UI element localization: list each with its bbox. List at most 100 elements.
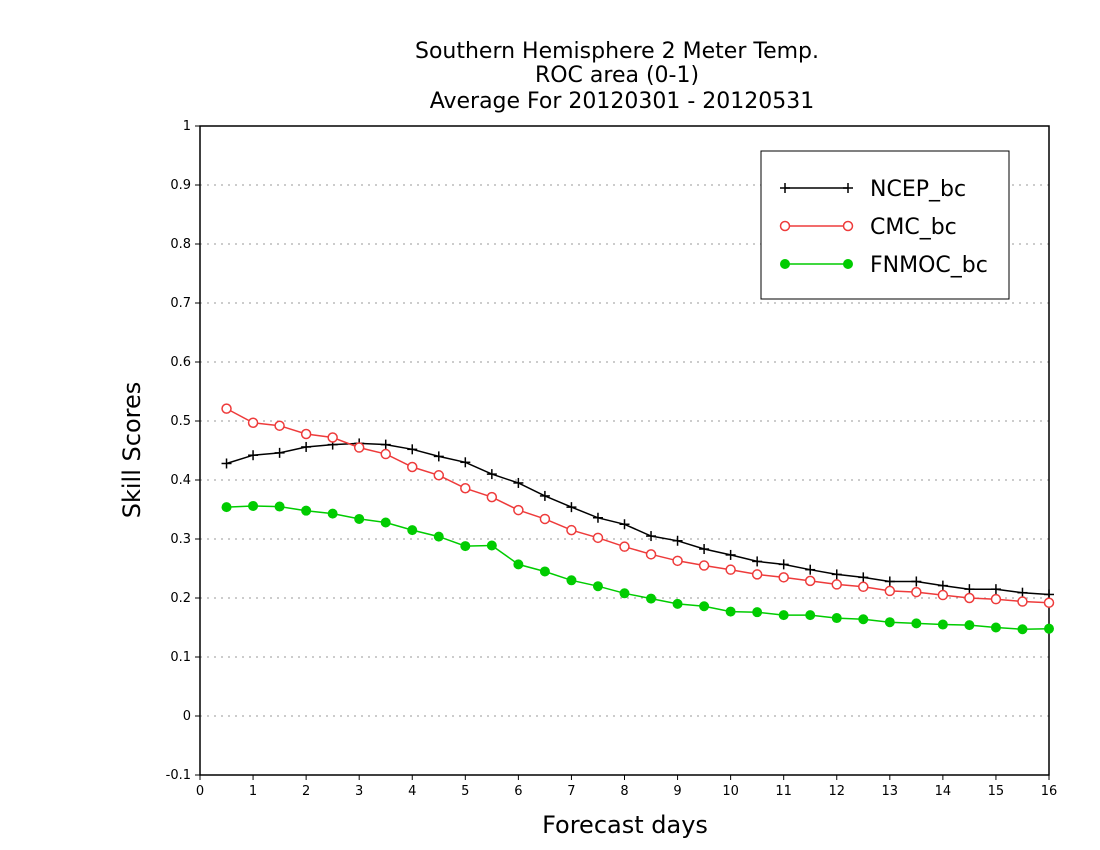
data-point-cmc-bc: [937, 589, 949, 601]
data-point-fnmoc-bc: [327, 508, 338, 519]
data-point-cmc-bc: [353, 442, 365, 453]
data-point-ncep-bc: [1017, 587, 1028, 598]
data-point-cmc-bc: [831, 579, 842, 590]
data-point-cmc-bc: [300, 428, 312, 440]
data-point-ncep-bc: [566, 502, 577, 513]
data-point-cmc-bc: [221, 403, 232, 414]
series-group: [221, 403, 1055, 635]
data-point-cmc-bc: [964, 592, 975, 604]
data-point-cmc-bc: [1043, 597, 1055, 608]
data-point-cmc-bc: [486, 491, 498, 503]
data-point-fnmoc-bc: [672, 598, 683, 609]
data-point-ncep-bc: [725, 549, 736, 560]
data-point-cmc-bc: [247, 417, 259, 429]
x-tick-label: 9: [673, 784, 681, 799]
data-point-ncep-bc: [858, 572, 869, 583]
data-point-cmc-bc: [274, 420, 285, 431]
legend-marker: [780, 183, 790, 193]
data-point-fnmoc-bc: [460, 541, 471, 552]
data-point-fnmoc-bc: [513, 559, 524, 570]
x-tick-label: 6: [514, 784, 522, 799]
data-point-ncep-bc: [752, 556, 763, 567]
data-point-fnmoc-bc: [911, 618, 922, 629]
data-point-fnmoc-bc: [884, 617, 895, 628]
y-tick-label: 0.9: [170, 178, 191, 193]
data-point-cmc-bc: [1017, 596, 1028, 607]
x-tick-label: 7: [567, 784, 575, 799]
title-line-3: Average For 20120301 - 20120531: [430, 89, 815, 114]
data-point-fnmoc-bc: [752, 607, 763, 618]
data-point-ncep-bc: [460, 457, 471, 468]
data-point-cmc-bc: [725, 564, 736, 575]
legend-label: NCEP_bc: [870, 177, 966, 202]
data-point-ncep-bc: [778, 559, 789, 570]
data-point-cmc-bc: [884, 585, 896, 597]
legend-marker: [842, 220, 854, 232]
data-point-ncep-bc: [221, 458, 232, 469]
data-point-ncep-bc: [937, 580, 948, 591]
data-point-cmc-bc: [990, 593, 1002, 605]
data-point-fnmoc-bc: [221, 502, 232, 513]
x-tick-label: 12: [828, 784, 845, 799]
y-tick-label: 1: [183, 119, 191, 134]
data-point-ncep-bc: [486, 469, 497, 480]
x-tick-label: 14: [935, 784, 952, 799]
data-point-ncep-bc: [805, 564, 816, 575]
y-tick-label: 0.2: [170, 591, 191, 606]
data-point-cmc-bc: [592, 532, 604, 544]
data-point-cmc-bc: [672, 555, 683, 567]
data-point-fnmoc-bc: [566, 575, 577, 586]
series-line-cmc-bc: [226, 407, 1050, 604]
data-point-ncep-bc: [646, 531, 657, 542]
data-point-ncep-bc: [539, 490, 550, 501]
y-tick-label: 0.1: [170, 650, 191, 665]
legend-marker: [779, 220, 791, 232]
data-point-cmc-bc: [433, 470, 445, 481]
series-fnmoc-bc: [221, 500, 1054, 635]
x-tick-label: 5: [461, 784, 469, 799]
plot-frame: [199, 125, 1050, 776]
y-tick-label: 0.7: [170, 296, 191, 311]
data-point-ncep-bc: [274, 447, 285, 458]
legend: NCEP_bc CMC_bc FNMOC_bc: [760, 150, 1010, 300]
data-point-fnmoc-bc: [805, 610, 816, 621]
x-tick-label: 4: [408, 784, 416, 799]
data-point-ncep-bc: [990, 584, 1001, 595]
data-point-cmc-bc: [539, 513, 551, 525]
data-point-fnmoc-bc: [274, 501, 285, 512]
data-point-fnmoc-bc: [831, 613, 842, 624]
y-tick-label: 0.4: [170, 473, 191, 488]
data-point-fnmoc-bc: [539, 566, 550, 577]
data-point-fnmoc-bc: [725, 606, 736, 617]
data-point-ncep-bc: [407, 444, 418, 455]
data-point-fnmoc-bc: [407, 525, 418, 536]
x-axis-ticks: 0 1 2 3 4 5 6 7 8 9 10 11 12 13 14 15 16: [196, 775, 1057, 799]
data-point-ncep-bc: [433, 451, 444, 462]
data-point-ncep-bc: [592, 512, 603, 523]
data-point-cmc-bc: [327, 432, 338, 443]
data-point-fnmoc-bc: [964, 620, 975, 631]
x-tick-label: 8: [620, 784, 628, 799]
x-tick-label: 3: [355, 784, 363, 799]
data-point-cmc-bc: [619, 541, 630, 552]
legend-item-fnmoc-bc: FNMOC_bc: [780, 253, 988, 278]
data-point-fnmoc-bc: [486, 540, 497, 551]
series-cmc-bc: [221, 403, 1055, 608]
legend-label: CMC_bc: [870, 215, 957, 240]
y-axis-label: Skill Scores: [118, 382, 146, 519]
series-line-ncep-bc: [226, 442, 1050, 596]
data-point-cmc-bc: [513, 504, 524, 516]
data-point-fnmoc-bc: [619, 588, 630, 599]
data-point-fnmoc-bc: [778, 610, 789, 621]
data-point-fnmoc-bc: [592, 581, 603, 592]
data-point-fnmoc-bc: [301, 505, 312, 516]
data-point-ncep-bc: [884, 576, 895, 587]
y-tick-label: 0.8: [170, 237, 191, 252]
data-point-fnmoc-bc: [354, 513, 365, 524]
series-line-fnmoc-bc: [226, 505, 1050, 631]
x-tick-label: 15: [988, 784, 1005, 799]
legend-item-cmc-bc: CMC_bc: [779, 215, 957, 240]
x-tick-label: 0: [196, 784, 204, 799]
data-point-fnmoc-bc: [1044, 623, 1054, 634]
